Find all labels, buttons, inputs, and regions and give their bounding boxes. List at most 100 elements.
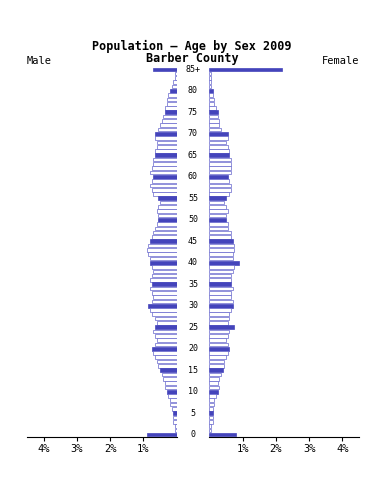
Bar	[209, 429, 211, 432]
Bar	[209, 317, 229, 321]
Bar	[153, 330, 177, 333]
Bar	[209, 321, 228, 325]
Bar	[153, 295, 177, 299]
Bar	[209, 287, 233, 290]
Bar	[158, 364, 177, 368]
Bar	[209, 171, 231, 174]
Bar	[150, 257, 177, 260]
Bar	[172, 84, 177, 88]
Text: 35: 35	[188, 280, 198, 289]
Text: 20: 20	[188, 344, 198, 353]
Bar	[150, 261, 177, 264]
Bar	[209, 227, 228, 230]
Bar	[155, 325, 177, 329]
Bar	[209, 214, 226, 217]
Bar	[209, 183, 231, 187]
Bar	[167, 102, 177, 106]
Bar	[209, 81, 211, 84]
Bar	[153, 269, 177, 273]
Bar	[157, 222, 177, 226]
Text: 70: 70	[188, 129, 198, 138]
Bar	[155, 356, 177, 359]
Bar	[155, 343, 177, 346]
Bar	[209, 175, 228, 179]
Bar	[209, 356, 226, 359]
Bar	[209, 244, 234, 247]
Text: 80: 80	[188, 86, 198, 96]
Bar	[168, 93, 177, 97]
Bar	[160, 123, 177, 127]
Bar	[173, 81, 177, 84]
Bar	[209, 351, 228, 355]
Bar	[162, 119, 177, 123]
Bar	[209, 209, 228, 213]
Text: 25: 25	[188, 323, 198, 332]
Bar	[152, 167, 177, 170]
Bar	[175, 76, 177, 80]
Bar	[209, 403, 214, 407]
Bar	[157, 209, 177, 213]
Bar	[209, 343, 228, 346]
Bar	[157, 145, 177, 148]
Bar	[209, 265, 234, 269]
Bar	[165, 106, 177, 110]
Bar	[209, 398, 214, 402]
Bar	[167, 97, 177, 101]
Bar	[209, 205, 226, 209]
Bar	[165, 110, 177, 114]
Bar	[209, 420, 213, 423]
Bar	[209, 274, 231, 277]
Bar	[150, 183, 177, 187]
Bar	[170, 89, 177, 93]
Text: 65: 65	[188, 151, 198, 160]
Bar	[162, 372, 177, 376]
Text: 0: 0	[190, 430, 195, 439]
Bar	[209, 128, 221, 132]
Bar	[209, 231, 231, 235]
Bar	[147, 248, 177, 252]
Bar	[209, 167, 231, 170]
Text: Population — Age by Sex 2009: Population — Age by Sex 2009	[92, 40, 292, 53]
Bar	[152, 312, 177, 316]
Bar	[209, 76, 211, 80]
Bar	[209, 68, 283, 71]
Bar	[157, 321, 177, 325]
Bar	[148, 252, 177, 256]
Bar	[158, 218, 177, 222]
Bar	[163, 377, 177, 381]
Bar	[209, 222, 228, 226]
Bar	[152, 188, 177, 192]
Bar	[152, 235, 177, 239]
Bar	[150, 308, 177, 312]
Text: 10: 10	[188, 387, 198, 396]
Bar	[209, 372, 221, 376]
Bar	[209, 347, 229, 350]
Bar	[209, 72, 211, 75]
Bar	[209, 416, 213, 420]
Bar	[209, 84, 211, 88]
Text: 15: 15	[188, 366, 198, 375]
Text: 75: 75	[188, 108, 198, 117]
Bar	[152, 291, 177, 295]
Bar	[148, 244, 177, 247]
Bar	[209, 304, 233, 308]
Bar	[209, 240, 233, 243]
Bar	[209, 235, 231, 239]
Bar	[153, 231, 177, 235]
Bar	[209, 89, 213, 93]
Text: 50: 50	[188, 215, 198, 224]
Bar	[209, 385, 219, 389]
Bar	[209, 312, 229, 316]
Bar	[209, 248, 234, 252]
Bar	[155, 227, 177, 230]
Bar	[209, 390, 218, 394]
Bar	[175, 429, 177, 432]
Bar	[170, 403, 177, 407]
Bar	[167, 390, 177, 394]
Bar	[148, 304, 177, 308]
Bar	[155, 132, 177, 136]
Bar	[209, 330, 229, 333]
Bar	[175, 72, 177, 75]
Bar	[152, 282, 177, 286]
Bar	[160, 368, 177, 372]
